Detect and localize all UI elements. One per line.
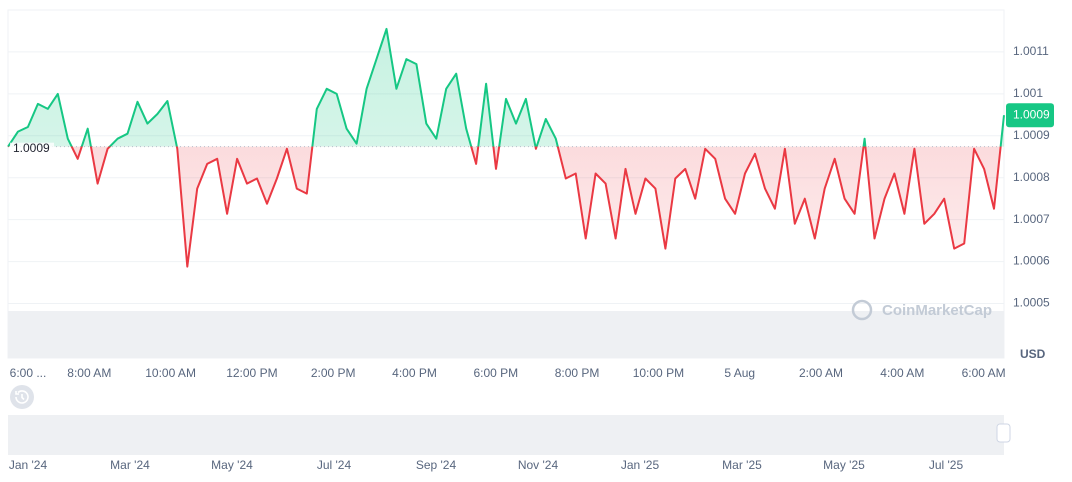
x-tick-label: 5 Aug (724, 366, 755, 380)
x-tick-label: 10:00 AM (145, 366, 196, 380)
navigator-label: Sep '24 (416, 458, 457, 472)
navigator-label: Mar '25 (722, 458, 762, 472)
watermark: CoinMarketCap (882, 302, 992, 319)
y-tick-label: 1.0006 (1013, 254, 1050, 268)
y-tick-label: 1.0007 (1013, 212, 1050, 226)
navigator[interactable] (8, 415, 1004, 455)
watermark-logo (851, 299, 873, 321)
navigator-label: Jul '24 (317, 458, 352, 472)
y-tick-label: 1.0005 (1013, 296, 1050, 310)
baseline-label: 1.0009 (13, 141, 50, 155)
y-tick-label: 1.0008 (1013, 170, 1050, 184)
x-tick-label: 2:00 AM (799, 366, 843, 380)
navigator-label: Nov '24 (518, 458, 559, 472)
x-tick-label: 10:00 PM (633, 366, 684, 380)
navigator-label: Jan '24 (9, 458, 48, 472)
price-badge (1006, 103, 1054, 128)
navigator-handle[interactable] (996, 423, 1011, 443)
x-tick-label: 4:00 PM (392, 366, 437, 380)
y-tick-label: 1.001 (1013, 86, 1043, 100)
x-tick-label: 4:00 AM (880, 366, 924, 380)
volume-area (8, 311, 1004, 358)
navigator-label: Jul '25 (929, 458, 964, 472)
x-tick-label: 6:00 PM (473, 366, 518, 380)
price-line (7, 27, 1005, 268)
x-tick-label: 8:00 AM (67, 366, 111, 380)
currency-label: USD (1020, 347, 1046, 361)
navigator-label: May '25 (823, 458, 865, 472)
navigator-label: Mar '24 (110, 458, 150, 472)
x-tick-label: 8:00 PM (555, 366, 600, 380)
price-badge-label: 1.0009 (1013, 107, 1050, 121)
baseline-fill (8, 28, 1004, 267)
navigator-label: May '24 (211, 458, 253, 472)
x-tick-label: 12:00 PM (226, 366, 277, 380)
history-icon (15, 390, 29, 404)
x-tick-label: 6:00 AM (962, 366, 1006, 380)
baseline-label-bg (10, 142, 54, 155)
x-tick-label: 6:00 ... (10, 366, 47, 380)
navigator-label: Jan '25 (621, 458, 660, 472)
x-tick-label: 2:00 PM (311, 366, 356, 380)
y-tick-label: 1.0009 (1013, 128, 1050, 142)
y-tick-label: 1.0011 (1013, 44, 1049, 58)
